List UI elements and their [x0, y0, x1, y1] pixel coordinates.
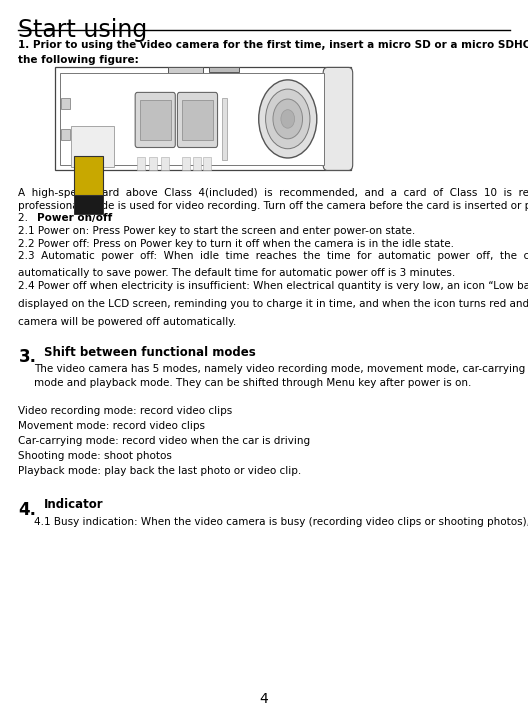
- FancyBboxPatch shape: [135, 92, 175, 148]
- Text: 4.: 4.: [18, 501, 36, 518]
- FancyBboxPatch shape: [74, 195, 103, 214]
- Text: 4.1 Busy indication: When the video camera is busy (recording video clips or sho: 4.1 Busy indication: When the video came…: [34, 517, 528, 527]
- Text: Power on/off: Power on/off: [37, 213, 113, 223]
- FancyBboxPatch shape: [74, 156, 103, 195]
- Text: Indicator: Indicator: [44, 498, 103, 511]
- Text: 4: 4: [260, 692, 268, 706]
- Text: Video recording mode: record video clips: Video recording mode: record video clips: [18, 406, 233, 416]
- Text: 2.: 2.: [18, 213, 32, 223]
- Text: 1. Prior to using the video camera for the first time, insert a micro SD or a mi: 1. Prior to using the video camera for t…: [18, 40, 528, 50]
- Text: The video camera has 5 modes, namely video recording mode, movement mode, car-ca: The video camera has 5 modes, namely vid…: [34, 364, 528, 374]
- Text: mode and playback mode. They can be shifted through Menu key after power is on.: mode and playback mode. They can be shif…: [34, 378, 472, 388]
- FancyBboxPatch shape: [60, 73, 324, 165]
- FancyBboxPatch shape: [323, 67, 353, 170]
- FancyBboxPatch shape: [209, 67, 239, 72]
- Text: Start using: Start using: [18, 18, 148, 42]
- FancyBboxPatch shape: [161, 157, 169, 170]
- FancyBboxPatch shape: [182, 100, 213, 139]
- Text: 2.4 Power off when electricity is insufficient: When electrical quantity is very: 2.4 Power off when electricity is insuff…: [18, 281, 528, 291]
- Circle shape: [281, 109, 295, 128]
- FancyBboxPatch shape: [222, 98, 227, 160]
- FancyBboxPatch shape: [203, 157, 211, 170]
- Text: 2.2 Power off: Press on Power key to turn it off when the camera is in the idle : 2.2 Power off: Press on Power key to tur…: [18, 239, 455, 248]
- Circle shape: [273, 99, 303, 138]
- Text: Playback mode: play back the last photo or video clip.: Playback mode: play back the last photo …: [18, 466, 301, 476]
- FancyBboxPatch shape: [182, 157, 190, 170]
- FancyBboxPatch shape: [149, 157, 157, 170]
- Text: A  high-speed  card  above  Class  4(included)  is  recommended,  and  a  card  : A high-speed card above Class 4(included…: [18, 188, 528, 198]
- Text: 2.1 Power on: Press Power key to start the screen and enter power-on state.: 2.1 Power on: Press Power key to start t…: [18, 226, 416, 236]
- Text: Shooting mode: shoot photos: Shooting mode: shoot photos: [18, 451, 172, 461]
- FancyBboxPatch shape: [177, 92, 218, 148]
- FancyBboxPatch shape: [137, 157, 145, 170]
- Text: 3.: 3.: [18, 348, 36, 366]
- FancyBboxPatch shape: [140, 100, 171, 139]
- FancyBboxPatch shape: [168, 67, 203, 73]
- FancyBboxPatch shape: [61, 98, 70, 109]
- Text: Shift between functional modes: Shift between functional modes: [44, 346, 256, 359]
- Text: the following figure:: the following figure:: [18, 55, 139, 65]
- Text: Car-carrying mode: record video when the car is driving: Car-carrying mode: record video when the…: [18, 436, 310, 446]
- FancyBboxPatch shape: [71, 126, 114, 167]
- Text: professional mode is used for video recording. Turn off the camera before the ca: professional mode is used for video reco…: [18, 201, 528, 211]
- Text: Movement mode: record video clips: Movement mode: record video clips: [18, 421, 205, 431]
- Text: displayed on the LCD screen, reminding you to charge it in time, and when the ic: displayed on the LCD screen, reminding y…: [18, 299, 528, 309]
- Text: automatically to save power. The default time for automatic power off is 3 minut: automatically to save power. The default…: [18, 268, 456, 278]
- Text: 2.3  Automatic  power  off:  When  idle  time  reaches  the  time  for  automati: 2.3 Automatic power off: When idle time …: [18, 251, 528, 261]
- Circle shape: [266, 89, 310, 149]
- FancyBboxPatch shape: [193, 157, 201, 170]
- FancyBboxPatch shape: [61, 129, 70, 140]
- Text: camera will be powered off automatically.: camera will be powered off automatically…: [18, 317, 237, 327]
- Circle shape: [259, 80, 317, 158]
- FancyBboxPatch shape: [55, 67, 351, 170]
